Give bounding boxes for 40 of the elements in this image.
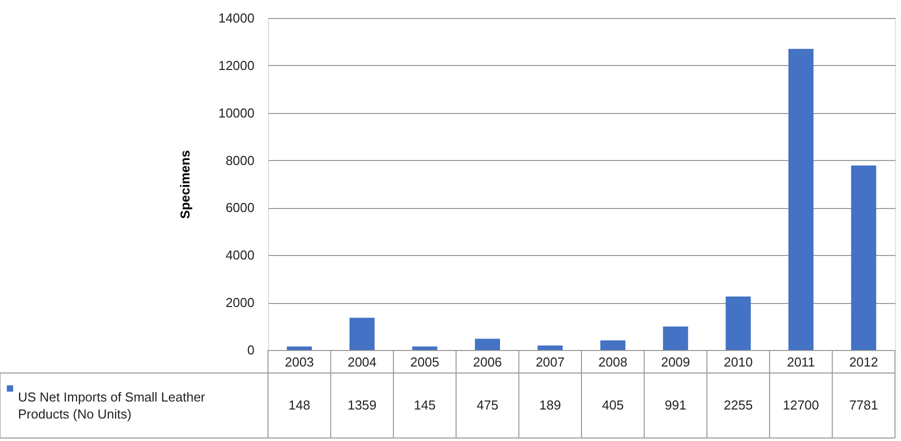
- y-tick-label: 10000: [218, 105, 254, 120]
- x-tick-label: 2005: [410, 354, 440, 370]
- x-tick-label: 2007: [536, 354, 565, 370]
- data-label: 7781: [849, 398, 878, 412]
- x-tick-label: 2008: [598, 354, 628, 370]
- data-label: 148: [288, 398, 310, 412]
- y-tick-label: 4000: [226, 248, 254, 263]
- bar: [663, 326, 688, 350]
- data-label: 405: [602, 398, 624, 412]
- x-tick-label: 2010: [724, 354, 753, 370]
- data-label: 991: [664, 398, 686, 412]
- x-tick-label: 2003: [284, 354, 314, 370]
- y-tick-label: 8000: [226, 152, 254, 168]
- bar: [412, 346, 438, 350]
- bar: [600, 340, 626, 350]
- y-tick-label: 0: [247, 342, 254, 358]
- bar: [726, 296, 751, 350]
- bar: [851, 165, 876, 350]
- data-label: 475: [476, 398, 498, 412]
- bar: [788, 48, 814, 350]
- y-tick-label: 6000: [226, 200, 254, 216]
- data-label: 189: [539, 398, 561, 412]
- x-tick-label: 2009: [661, 354, 690, 370]
- data-label: 145: [414, 398, 436, 412]
- y-axis-title: Specimens: [177, 150, 192, 219]
- y-tick-label: 2000: [226, 295, 254, 310]
- bar: [286, 346, 312, 350]
- bar: [350, 318, 375, 350]
- data-label: 12700: [782, 398, 820, 412]
- x-tick-label: 2011: [786, 354, 815, 370]
- x-tick-label: 2006: [472, 354, 502, 370]
- bar: [538, 346, 563, 350]
- bar: [474, 338, 500, 350]
- legend-label: US Net Imports of Small Leather Products (No Units): [18, 390, 206, 422]
- x-tick-label: 2004: [348, 354, 377, 370]
- data-label: 1359: [348, 398, 377, 412]
- data-label: 2255: [724, 398, 753, 412]
- x-tick-label: 2012: [849, 354, 878, 370]
- y-tick-label: 14000: [218, 10, 254, 26]
- y-tick-label: 12000: [218, 58, 254, 73]
